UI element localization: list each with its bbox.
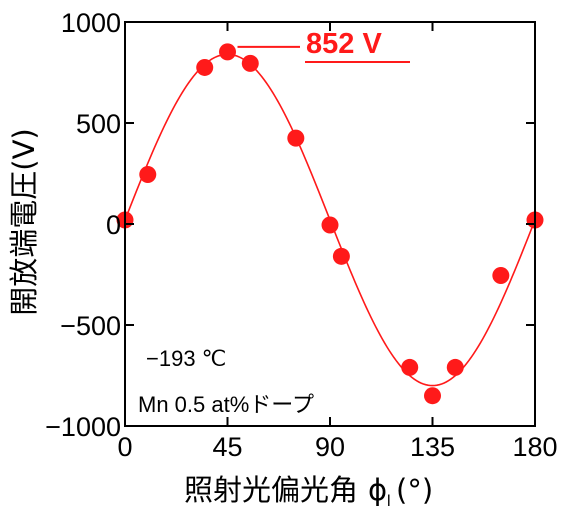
x-axis-unit: (°): [396, 473, 433, 507]
y-tick-label: −500: [60, 311, 121, 341]
temperature-annotation: −193 ℃: [146, 346, 226, 371]
data-point: [424, 387, 441, 405]
peak-label: 852 V: [306, 28, 382, 60]
doping-annotation: Mn 0.5 at%ドープ: [138, 392, 314, 417]
y-axis-title: 開放端電圧(V): [7, 128, 41, 315]
y-tick-label: −1000: [45, 412, 121, 442]
data-point: [401, 358, 419, 376]
data-point: [332, 247, 350, 265]
x-tick-label: 90: [315, 432, 345, 462]
x-axis-subscript: l: [387, 493, 391, 510]
data-point: [219, 43, 236, 61]
x-tick-label: 135: [410, 432, 455, 462]
x-tick-label: 180: [512, 432, 557, 462]
y-tick-label: 1000: [61, 8, 121, 38]
x-axis-title: 照射光偏光角: [184, 473, 358, 507]
data-point: [241, 54, 259, 72]
data-points-layer: [116, 43, 544, 405]
x-tick-label: 0: [117, 432, 132, 462]
y-tick-label: 500: [76, 109, 121, 139]
ticks-layer: [124, 21, 536, 427]
data-point: [196, 58, 214, 76]
x-tick-label: 45: [212, 432, 242, 462]
data-point: [321, 216, 339, 234]
data-point: [139, 166, 157, 184]
tick-labels-layer: 0 45 90 135 180 −1000 −500 0 500 1000: [45, 8, 557, 462]
data-point: [492, 267, 510, 285]
y-tick-label: 0: [106, 210, 121, 240]
data-point: [287, 129, 305, 147]
data-point: [446, 358, 464, 376]
x-axis-symbol: ϕ: [368, 473, 387, 507]
